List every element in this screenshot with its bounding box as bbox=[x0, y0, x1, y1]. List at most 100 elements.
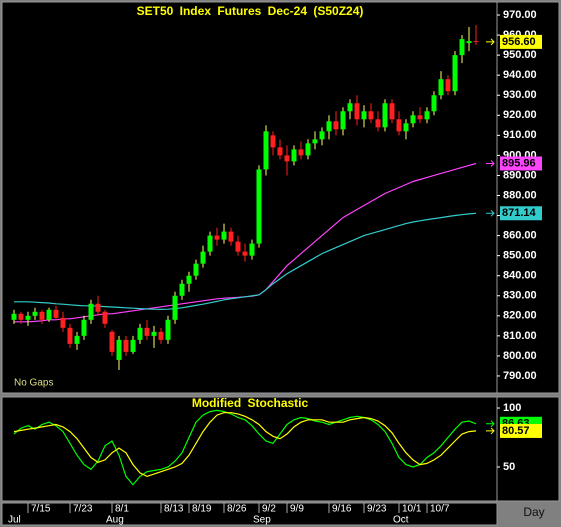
y-tick-label: 810.00 bbox=[503, 330, 537, 342]
candle-body bbox=[277, 147, 283, 156]
y-tick-label: 790.00 bbox=[503, 370, 537, 382]
candle-body bbox=[53, 309, 59, 318]
month-label: Oct bbox=[393, 515, 409, 526]
candle-body bbox=[39, 311, 45, 320]
candle-body bbox=[389, 103, 395, 120]
last-value-label: 956.60 bbox=[502, 36, 536, 48]
last-value-box bbox=[500, 206, 542, 221]
candle-body bbox=[137, 327, 143, 340]
candle-body bbox=[88, 303, 94, 320]
stochastic-line bbox=[13, 409, 477, 486]
candle-body bbox=[123, 339, 129, 352]
y-tick-label: 930.00 bbox=[503, 89, 537, 101]
x-tick-label: 10/1 bbox=[402, 504, 422, 515]
stochastic-axis-panel bbox=[496, 396, 560, 502]
candle-body bbox=[67, 327, 73, 344]
candle-body bbox=[361, 111, 367, 120]
candle-body bbox=[165, 319, 171, 340]
candle-body bbox=[284, 155, 290, 162]
y-tick-label: 880.00 bbox=[503, 189, 537, 201]
candle-body bbox=[235, 241, 241, 252]
x-tick-label: 8/13 bbox=[164, 504, 184, 515]
x-tick-label: 9/16 bbox=[332, 504, 352, 515]
candle-body bbox=[256, 169, 262, 244]
last-value-label: 895.96 bbox=[502, 157, 536, 169]
candle-body bbox=[375, 119, 381, 128]
candle-body bbox=[242, 251, 248, 256]
candle-body bbox=[312, 139, 318, 144]
candle-body bbox=[200, 251, 206, 264]
candle-body bbox=[193, 263, 199, 276]
candle-body bbox=[221, 231, 227, 240]
candle-body bbox=[347, 103, 353, 112]
x-tick-label: 9/2 bbox=[262, 504, 276, 515]
y-tick-label: 920.00 bbox=[503, 109, 537, 121]
y-tick-label: 840.00 bbox=[503, 270, 537, 282]
candle-body bbox=[340, 111, 346, 130]
arrow bbox=[486, 209, 495, 217]
month-label: Aug bbox=[106, 515, 124, 526]
candle-body bbox=[466, 41, 472, 44]
candle-body bbox=[319, 131, 325, 140]
candle-body bbox=[305, 143, 311, 156]
candle-body bbox=[431, 95, 437, 112]
candle-body bbox=[151, 331, 157, 336]
candle-body bbox=[144, 327, 150, 336]
candle-body bbox=[18, 313, 24, 320]
x-tick-label: 8/19 bbox=[192, 504, 212, 515]
candle-body bbox=[130, 339, 136, 352]
candle-body bbox=[417, 115, 423, 120]
candle-body bbox=[60, 317, 66, 328]
y-tick-label: 940.00 bbox=[503, 69, 537, 81]
footnote: No Gaps bbox=[14, 378, 53, 389]
arrow bbox=[486, 38, 495, 46]
candle-body bbox=[172, 295, 178, 320]
y-tick-label: 950.00 bbox=[503, 49, 537, 61]
chart-title: SET50 Index Futures Dec-24 (S50Z24) bbox=[137, 4, 364, 18]
y-tick-label: 50 bbox=[503, 461, 515, 473]
x-tick-label: 9/9 bbox=[290, 504, 304, 515]
candle-body bbox=[25, 315, 31, 320]
y-tick-label: 830.00 bbox=[503, 290, 537, 302]
candle-body bbox=[354, 103, 360, 120]
last-value-box bbox=[500, 423, 542, 438]
price-panel bbox=[1, 1, 498, 394]
x-unit: Day bbox=[523, 505, 544, 519]
price-axis-panel bbox=[496, 1, 560, 394]
candle-body bbox=[109, 331, 115, 352]
stochastic-panel bbox=[1, 396, 498, 502]
y-tick-label: 820.00 bbox=[503, 310, 537, 322]
arrow bbox=[486, 160, 495, 167]
candle-body bbox=[249, 243, 255, 256]
y-tick-label: 100 bbox=[503, 402, 521, 414]
candle-body bbox=[46, 309, 52, 320]
y-tick-label: 890.00 bbox=[503, 169, 537, 181]
x-tick-label: 7/23 bbox=[73, 504, 93, 515]
month-label: Sep bbox=[253, 515, 271, 526]
candle-body bbox=[396, 119, 402, 132]
candle-body bbox=[298, 149, 304, 156]
candle-body bbox=[445, 79, 451, 92]
date-axis-panel bbox=[1, 502, 498, 526]
last-value-label: 80.57 bbox=[502, 425, 530, 437]
month-label: Jul bbox=[8, 515, 21, 526]
y-tick-label: 970.00 bbox=[503, 9, 537, 21]
candle-body bbox=[102, 311, 108, 324]
last-value-label: 871.14 bbox=[502, 207, 537, 219]
candle-body bbox=[382, 103, 388, 128]
arrow bbox=[486, 420, 495, 428]
candle-body bbox=[214, 235, 220, 240]
candle-body bbox=[207, 235, 213, 252]
candle-body bbox=[473, 41, 479, 43]
candle-body bbox=[179, 283, 185, 296]
x-tick-label: 7/15 bbox=[31, 504, 51, 515]
candle-body bbox=[32, 311, 38, 316]
candle-body bbox=[326, 121, 332, 132]
last-value-box bbox=[500, 156, 542, 171]
x-tick-label: 10/7 bbox=[430, 504, 450, 515]
y-tick-label: 850.00 bbox=[503, 250, 537, 262]
candle-body bbox=[11, 313, 17, 320]
stochastic-line bbox=[13, 412, 477, 478]
x-tick-label: 8/26 bbox=[227, 504, 247, 515]
